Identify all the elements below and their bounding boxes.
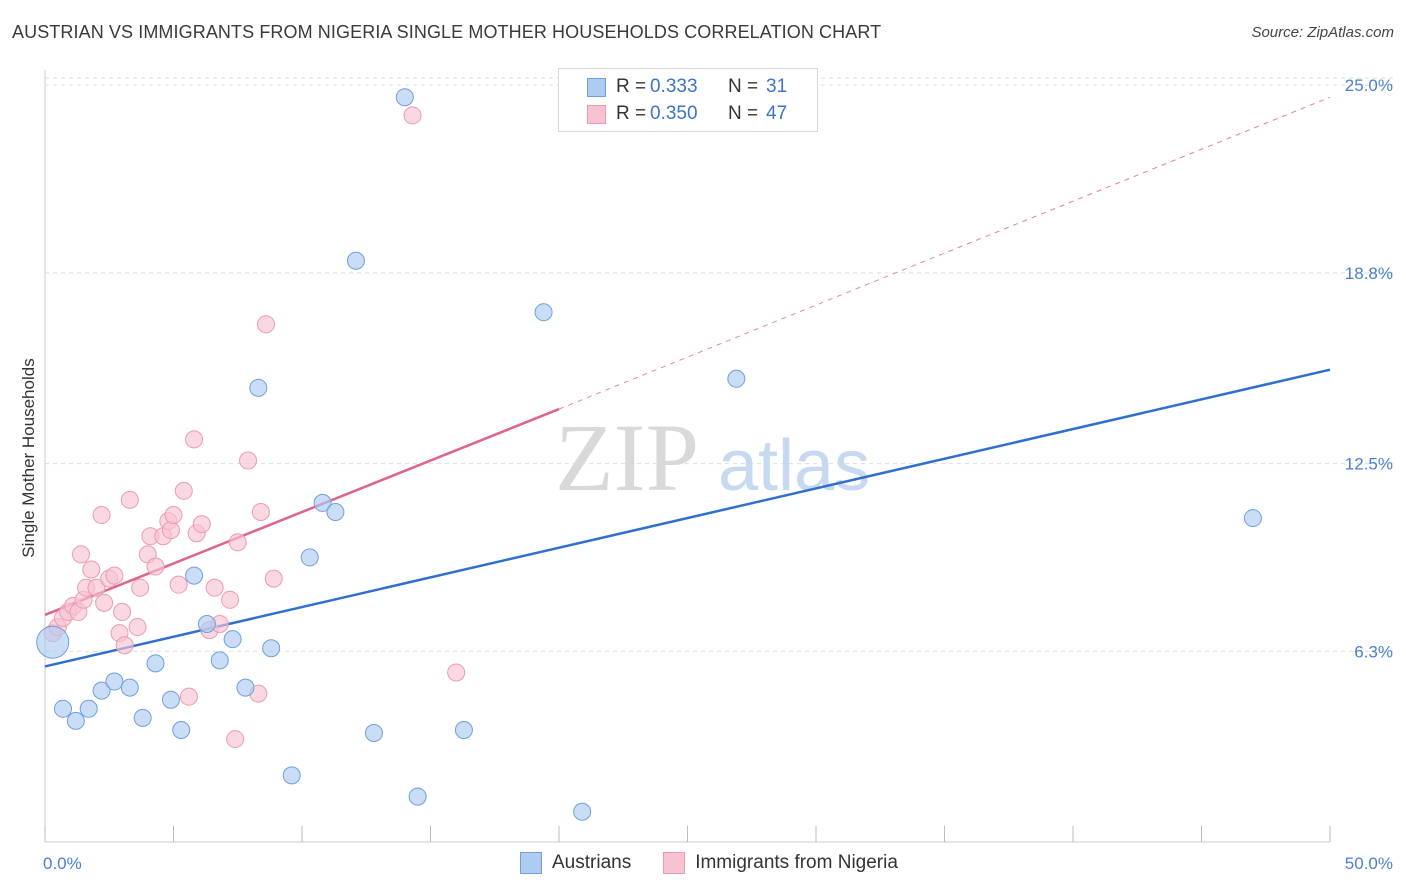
point-austrians — [249, 378, 268, 397]
legend-swatch-austrians — [520, 852, 542, 874]
point-austrians — [210, 651, 229, 670]
point-nigeria — [403, 106, 422, 125]
tick-labels: 6.3% 12.5% 18.8% 25.0% 0.0% 50.0% — [43, 76, 1393, 873]
point-austrians — [1243, 509, 1262, 528]
point-nigeria — [115, 636, 134, 655]
point-nigeria — [251, 503, 270, 522]
point-austrians — [185, 566, 204, 585]
point-nigeria — [179, 687, 198, 706]
legend-row-nigeria: R = 0.350 N = 47 — [559, 101, 787, 127]
point-nigeria — [95, 593, 114, 612]
legend-r-label: R = — [616, 76, 647, 97]
legend-r-value: 0.333 — [650, 76, 698, 97]
point-austrians — [79, 699, 98, 718]
point-nigeria — [185, 430, 204, 449]
point-austrians — [534, 303, 553, 322]
point-austrians — [66, 711, 85, 730]
point-austrians — [326, 503, 345, 522]
y-tick-label: 12.5% — [1345, 455, 1393, 474]
trend-line-austrians — [44, 368, 1331, 668]
y-tick-label: 18.8% — [1345, 264, 1393, 283]
point-nigeria — [120, 490, 139, 509]
point-austrians — [408, 787, 427, 806]
point-nigeria — [105, 566, 124, 585]
point-austrians — [120, 678, 139, 697]
point-austrians — [236, 678, 255, 697]
point-nigeria — [92, 506, 111, 525]
point-nigeria — [113, 602, 132, 621]
point-nigeria — [174, 481, 193, 500]
legend-item-nigeria[interactable]: Immigrants from Nigeria — [663, 852, 898, 874]
point-austrians — [300, 548, 319, 567]
legend-n-value: 47 — [766, 103, 788, 124]
point-nigeria — [264, 569, 283, 588]
trend-line-nigeria — [44, 407, 560, 617]
point-nigeria — [226, 730, 245, 749]
x-tick-label: 0.0% — [43, 854, 82, 873]
legend-swatch-austrians — [587, 77, 606, 97]
point-austrians — [105, 672, 124, 691]
x-tick-label: 50.0% — [1345, 854, 1393, 873]
series-legend: Austrians Immigrants from Nigeria — [520, 852, 930, 874]
point-austrians — [395, 88, 414, 107]
point-nigeria — [71, 545, 90, 564]
point-austrians — [454, 720, 473, 739]
legend-label-austrians: Austrians — [552, 852, 632, 873]
point-nigeria — [257, 315, 276, 334]
trend-line-nigeria-extension — [558, 96, 1331, 410]
legend-n-value: 31 — [766, 76, 788, 97]
point-nigeria — [131, 578, 150, 597]
point-nigeria — [447, 663, 466, 682]
point-nigeria — [82, 560, 101, 579]
legend-label-nigeria: Immigrants from Nigeria — [695, 852, 898, 873]
legend-item-austrians[interactable]: Austrians — [520, 852, 631, 874]
point-austrians — [346, 251, 365, 270]
point-austrians — [223, 630, 242, 649]
point-austrians — [146, 654, 165, 673]
point-austrians — [36, 625, 70, 659]
point-austrians — [197, 615, 216, 634]
point-nigeria — [161, 521, 180, 540]
point-nigeria — [128, 618, 147, 637]
point-nigeria — [205, 578, 224, 597]
legend-n-label: N = — [728, 76, 759, 97]
correlation-legend: R = 0.333 N = 31 R = 0.350 N = 47 — [558, 68, 818, 132]
legend-n-label: N = — [728, 103, 759, 124]
legend-swatch-nigeria — [663, 852, 686, 874]
watermark: ZIP atlas — [555, 404, 870, 511]
point-austrians — [92, 681, 111, 700]
point-austrians — [172, 720, 191, 739]
source-label: Source: ZipAtlas.com — [1251, 24, 1394, 41]
y-tick-label: 6.3% — [1354, 642, 1393, 661]
legend-row-austrians: R = 0.333 N = 31 — [559, 74, 787, 100]
point-nigeria — [192, 515, 211, 534]
point-austrians — [133, 708, 152, 727]
series-austrians-points — [36, 88, 1262, 821]
point-austrians — [573, 802, 592, 821]
legend-r-value: 0.350 — [650, 103, 698, 124]
point-austrians — [262, 639, 281, 658]
point-austrians — [313, 493, 332, 512]
point-austrians — [53, 699, 72, 718]
axes — [44, 70, 1331, 843]
point-nigeria — [87, 578, 106, 597]
legend-swatch-nigeria — [587, 104, 606, 124]
point-nigeria — [228, 533, 247, 552]
point-nigeria — [146, 557, 165, 576]
grid — [45, 77, 1395, 652]
point-nigeria — [169, 575, 188, 594]
legend-r-label: R = — [616, 103, 647, 124]
point-austrians — [364, 724, 383, 743]
point-austrians — [161, 690, 180, 709]
y-tick-label: 25.0% — [1345, 76, 1393, 95]
point-nigeria — [239, 451, 258, 470]
point-austrians — [282, 766, 301, 785]
trend-lines — [44, 96, 1331, 668]
watermark-zip: ZIP — [555, 404, 699, 511]
point-austrians — [727, 369, 746, 388]
point-nigeria — [221, 590, 240, 609]
point-nigeria — [164, 506, 183, 525]
chart-title: AUSTRIAN VS IMMIGRANTS FROM NIGERIA SING… — [12, 22, 882, 42]
